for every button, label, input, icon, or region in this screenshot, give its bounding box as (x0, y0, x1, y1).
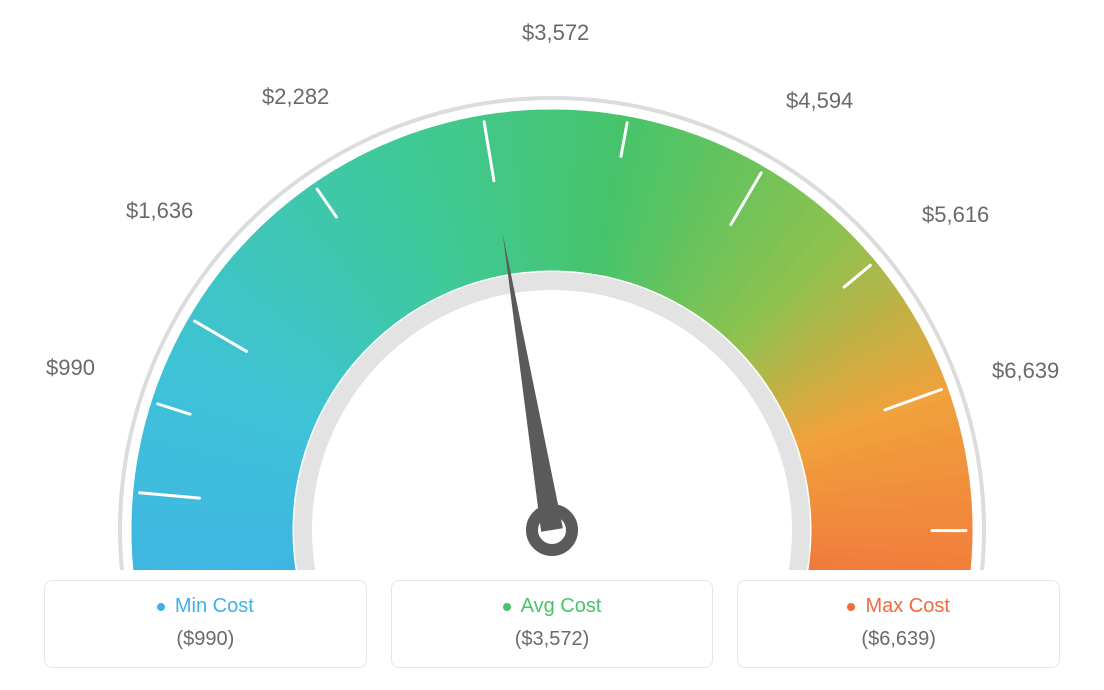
legend-dot-min (157, 603, 165, 611)
legend-title-max: Max Cost (847, 595, 949, 618)
legend-card-min: Min Cost ($990) (44, 580, 367, 668)
gauge-chart: $990$1,636$2,282$3,572$4,594$5,616$6,639 (52, 10, 1052, 570)
legend-label-min: Min Cost (175, 595, 254, 618)
legend-dot-max (847, 603, 855, 611)
gauge-tick-label: $2,282 (262, 84, 329, 110)
legend-label-max: Max Cost (865, 595, 949, 618)
gauge-tick-label: $6,639 (992, 358, 1059, 384)
gauge-svg (52, 10, 1052, 570)
legend-title-min: Min Cost (157, 595, 254, 618)
gauge-tick-label: $5,616 (922, 202, 989, 228)
legend-row: Min Cost ($990) Avg Cost ($3,572) Max Co… (44, 580, 1060, 668)
gauge-tick-label: $1,636 (126, 198, 193, 224)
legend-value-max: ($6,639) (738, 628, 1059, 651)
legend-label-avg: Avg Cost (521, 595, 602, 618)
legend-card-avg: Avg Cost ($3,572) (391, 580, 714, 668)
gauge-tick-label: $990 (46, 355, 95, 381)
legend-card-max: Max Cost ($6,639) (737, 580, 1060, 668)
legend-dot-avg (503, 603, 511, 611)
legend-title-avg: Avg Cost (503, 595, 602, 618)
gauge-tick-label: $4,594 (786, 88, 853, 114)
legend-value-avg: ($3,572) (392, 628, 713, 651)
gauge-tick-label: $3,572 (522, 20, 589, 46)
legend-value-min: ($990) (45, 628, 366, 651)
